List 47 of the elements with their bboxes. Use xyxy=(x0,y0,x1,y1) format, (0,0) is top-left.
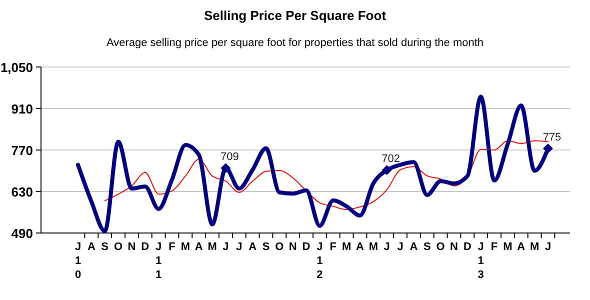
x-tick-label: M xyxy=(208,241,217,253)
x-tick-label: F xyxy=(490,241,498,253)
y-tick-label: 1,050 xyxy=(0,60,33,75)
x-tick-label: A xyxy=(356,241,364,253)
x-tick-label: M xyxy=(342,241,352,253)
data-label: 709 xyxy=(220,151,239,164)
x-tick-label: M xyxy=(503,241,512,253)
line-series xyxy=(104,140,548,210)
x-tick-label: N xyxy=(450,241,458,253)
x-tick-label: N xyxy=(288,241,297,253)
x-tick-label: D xyxy=(302,241,310,253)
x-tick-label: D xyxy=(463,241,472,253)
data-label: 775 xyxy=(542,132,562,144)
x-tick-label: J xyxy=(222,241,229,253)
x-tick-label: A xyxy=(410,241,418,253)
chart-title: Selling Price Per Square Foot xyxy=(204,8,387,23)
x-tick-label: J xyxy=(384,241,390,253)
x-tick-label: S xyxy=(262,241,270,253)
x-tick-label: A xyxy=(194,241,203,253)
x-tick-label: A xyxy=(517,241,526,253)
x-tick-label: J xyxy=(236,241,242,253)
x-tick-label: D xyxy=(141,241,150,253)
x-tick-label: M xyxy=(180,241,190,253)
x-tick-label: A xyxy=(248,241,257,253)
data-label: 702 xyxy=(382,153,400,166)
x-tick-label: F xyxy=(168,241,176,253)
y-tick-label: 910 xyxy=(11,102,33,116)
x-tick-label: J 1 1 xyxy=(156,241,162,281)
y-tick-label: 770 xyxy=(11,143,33,158)
x-tick-label: O xyxy=(275,241,284,253)
x-tick-label: J xyxy=(544,241,552,253)
x-tick-label: J 1 2 xyxy=(316,241,323,281)
x-tick-label: F xyxy=(330,241,337,253)
x-tick-label: N xyxy=(128,241,136,253)
x-tick-label: O xyxy=(436,241,446,253)
x-tick-label: O xyxy=(114,241,124,253)
x-tick-label: M xyxy=(368,241,378,253)
x-tick-label: J 1 0 xyxy=(74,241,82,281)
y-tick-label: 630 xyxy=(11,184,33,200)
x-tick-label: S xyxy=(423,241,431,253)
chart-subtitle: Average selling price per square foot for properties that sold during the month xyxy=(106,37,484,49)
x-tick-label: S xyxy=(101,241,109,253)
y-tick-label: 490 xyxy=(11,226,33,241)
x-tick-label: A xyxy=(87,241,96,253)
x-tick-label: J xyxy=(397,241,404,253)
x-tick-label: M xyxy=(530,241,540,253)
x-tick-label: J 1 3 xyxy=(478,241,484,281)
